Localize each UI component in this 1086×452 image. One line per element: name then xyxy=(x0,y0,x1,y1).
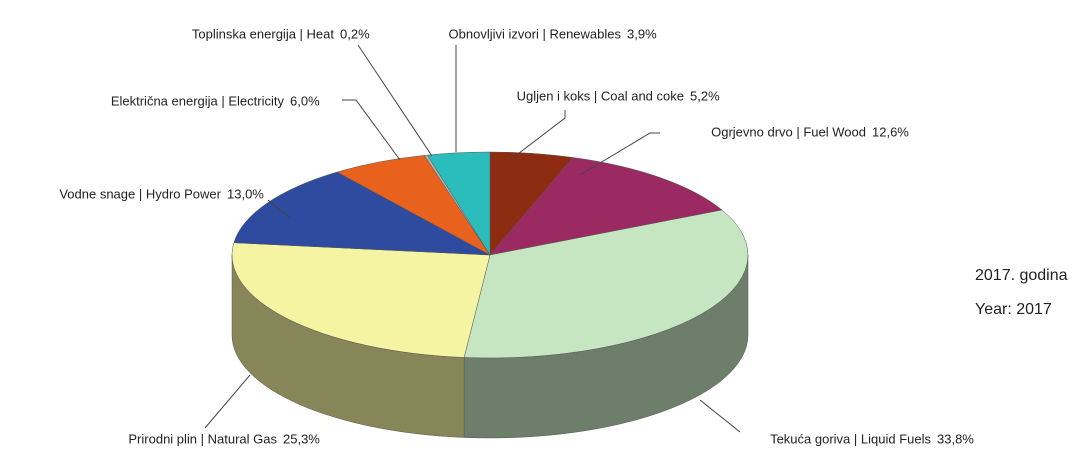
label-category: Toplinska energija | Heat xyxy=(192,26,335,41)
leader-line xyxy=(342,99,401,161)
annotation: 2017. godina xyxy=(975,267,1068,284)
label-category: Ugljen i koks | Coal and coke xyxy=(517,88,684,103)
leader-line xyxy=(699,399,741,433)
pie-slice xyxy=(463,209,749,359)
label-category: Ogrjevno drvo | Fuel Wood xyxy=(711,124,866,139)
pie-slice xyxy=(231,242,491,358)
leader-line xyxy=(357,44,433,157)
pie-slice xyxy=(233,171,491,256)
label-value: 0,2% xyxy=(340,26,370,41)
label-value: 12,6% xyxy=(872,124,909,139)
leader-line xyxy=(509,110,566,161)
label-value: 13,0% xyxy=(227,186,264,201)
label-category: Vodne snage | Hydro Power xyxy=(59,186,221,201)
label-category: Prirodni plin | Natural Gas xyxy=(128,431,277,446)
label-category: Tekuća goriva | Liquid Fuels xyxy=(770,431,931,446)
label-category: Obnovljivi izvori | Renewables xyxy=(449,26,622,41)
label-value: 5,2% xyxy=(690,88,720,103)
pie-slice xyxy=(489,157,723,256)
leader-line xyxy=(267,199,291,219)
leader-line xyxy=(579,132,660,176)
label-value: 25,3% xyxy=(283,431,320,446)
label-category: Električna energija | Electricity xyxy=(111,93,285,108)
pie-slice xyxy=(426,151,491,256)
label-value: 6,0% xyxy=(290,93,320,108)
leader-line xyxy=(204,374,251,429)
label-value: 33,8% xyxy=(937,431,974,446)
annotation: Year: 2017 xyxy=(975,301,1052,318)
label-value: 3,9% xyxy=(627,26,657,41)
